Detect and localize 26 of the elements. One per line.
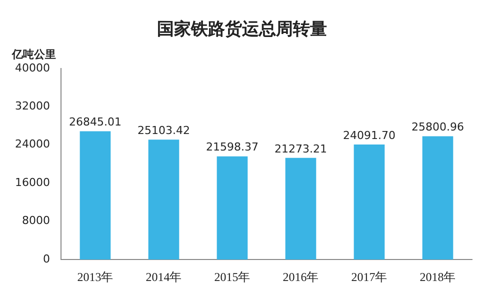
x-tick-label: 2015年: [214, 270, 250, 284]
bar: [285, 158, 316, 260]
bar: [216, 156, 248, 260]
data-label: 25103.42: [137, 124, 190, 137]
bar: [80, 131, 111, 260]
x-tick-label: 2013年: [77, 270, 114, 284]
bar: [148, 140, 180, 260]
data-label: 24091.70: [343, 128, 396, 142]
y-tick-label: 40000: [14, 61, 50, 74]
y-axis-title: 亿吨公里: [11, 48, 56, 61]
bar: [422, 136, 454, 260]
data-label: 26845.01: [68, 116, 122, 129]
y-tick-label: 32000: [14, 100, 50, 112]
y-tick-label: 24000: [14, 138, 50, 151]
y-tick-label: 8000: [22, 214, 50, 228]
data-label: 21273.21: [274, 142, 327, 156]
y-tick-label: 0: [42, 252, 50, 266]
y-tick-label: 16000: [14, 176, 50, 189]
x-tick-label: 2016年: [282, 270, 319, 284]
x-tick-label: 2017年: [351, 270, 388, 284]
chart-title: 国家铁路货运总周转量: [157, 20, 327, 40]
x-tick-label: 2018年: [420, 270, 456, 284]
bar: [354, 144, 385, 260]
data-label: 25800.96: [412, 120, 464, 134]
data-label: 21598.37: [206, 140, 258, 154]
x-tick-label: 2014年: [146, 270, 182, 284]
